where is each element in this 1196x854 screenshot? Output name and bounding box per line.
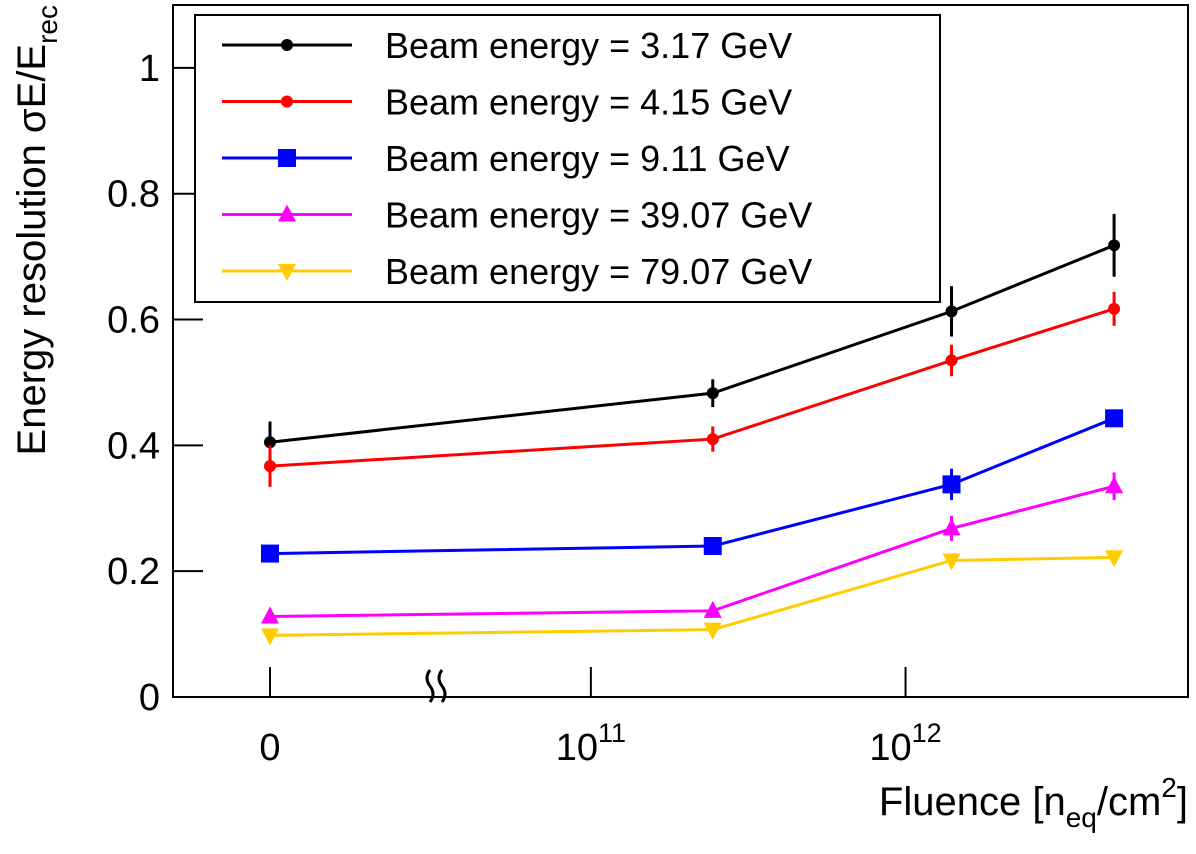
series-line <box>269 416 1115 556</box>
marker <box>1108 302 1121 315</box>
y-label-sub: rec <box>32 5 63 44</box>
legend-marker <box>278 264 296 281</box>
y-label-part: Energy resolution σE/E <box>10 44 54 456</box>
marker <box>1105 550 1124 568</box>
x-tick-exponent: 12 <box>912 718 942 748</box>
marker <box>703 600 722 618</box>
legend-marker <box>278 149 296 167</box>
marker <box>264 436 276 449</box>
legend-marker <box>281 95 293 108</box>
x-tick-exponent: 11 <box>598 718 626 748</box>
y-tick-label: 0.8 <box>107 174 160 216</box>
legend-label: Beam energy = 39.07 GeV <box>385 195 812 236</box>
plot-frame <box>172 4 1189 698</box>
x-tick-base: 10 <box>556 727 598 769</box>
x-label-sub: eq <box>1066 802 1097 833</box>
y-tick-label: 0.4 <box>107 425 160 467</box>
legend-label: Beam energy = 79.07 GeV <box>385 251 812 292</box>
marker <box>1108 239 1121 252</box>
marker <box>703 537 722 556</box>
marker <box>942 553 961 571</box>
legend-label: Beam energy = 9.11 GeV <box>385 138 790 179</box>
marker <box>261 606 279 624</box>
marker <box>264 460 276 473</box>
axis-break <box>425 669 447 703</box>
marker <box>942 518 961 536</box>
marker <box>706 433 719 446</box>
legend-marker <box>281 39 293 51</box>
marker <box>261 628 279 646</box>
x-label-part: /cm <box>1097 780 1161 824</box>
break-mark <box>425 669 435 703</box>
legend-label: Beam energy = 3.17 GeV <box>385 25 792 66</box>
x-tick-label: 1012 <box>869 718 941 769</box>
marker <box>945 354 958 367</box>
x-label-sup: 2 <box>1161 772 1177 803</box>
legend-label: Beam energy = 4.15 GeV <box>385 82 792 123</box>
series-line <box>269 307 1115 468</box>
y-tick-label: 0.6 <box>107 300 160 342</box>
x-axis-label: Fluence [neq/cm2] <box>879 772 1188 833</box>
x-tick-base: 10 <box>869 727 911 769</box>
marker <box>706 387 719 400</box>
series-line <box>269 243 1115 444</box>
x-tick-base: 0 <box>259 727 280 769</box>
y-axis-label: Energy resolution σE/Erec <box>10 5 63 455</box>
break-mark <box>437 669 447 703</box>
x-tick-label: 0 <box>259 727 280 769</box>
y-tick-label: 1 <box>139 48 160 90</box>
legend: Beam energy = 3.17 GeV Beam energy = 4.15… <box>194 14 941 303</box>
marker <box>1105 476 1124 494</box>
series-line <box>269 484 1115 618</box>
x-label-part: Fluence [n <box>879 780 1066 824</box>
legend-marker <box>278 204 296 222</box>
x-tick-label: 1011 <box>556 718 626 769</box>
marker <box>945 305 958 318</box>
marker <box>1105 409 1124 428</box>
x-label-part: ] <box>1177 780 1188 824</box>
marker <box>261 544 279 563</box>
y-tick-label: 0 <box>139 677 160 719</box>
series-line <box>269 555 1115 637</box>
y-tick-label: 0.2 <box>107 551 160 593</box>
marker <box>942 475 961 494</box>
marker <box>703 622 722 640</box>
